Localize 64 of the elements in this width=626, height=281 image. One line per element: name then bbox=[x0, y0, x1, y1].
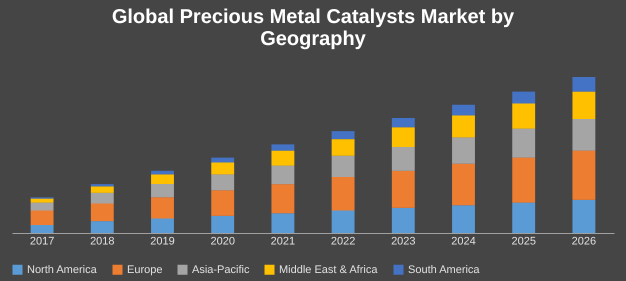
bar bbox=[211, 216, 234, 233]
bar bbox=[452, 115, 475, 138]
bar bbox=[30, 210, 54, 226]
bar bbox=[452, 164, 475, 206]
legend-label: Middle East & Africa bbox=[279, 264, 378, 276]
bar bbox=[151, 170, 174, 174]
bar bbox=[392, 170, 415, 208]
bar bbox=[392, 208, 415, 233]
bar bbox=[572, 92, 596, 119]
bar bbox=[572, 77, 596, 92]
bar bbox=[392, 147, 415, 171]
bar bbox=[211, 162, 234, 174]
x-tick-label: 2022 bbox=[330, 236, 356, 248]
bar bbox=[211, 174, 234, 190]
bar bbox=[572, 200, 596, 233]
x-tick-label: 2024 bbox=[451, 236, 476, 248]
bar bbox=[151, 184, 174, 198]
bar bbox=[211, 190, 234, 216]
bar bbox=[572, 118, 596, 151]
bar bbox=[572, 150, 596, 200]
x-tick-label: 2021 bbox=[270, 236, 296, 248]
x-tick-label: 2020 bbox=[210, 236, 235, 248]
bar bbox=[30, 202, 54, 211]
legend-label: North America bbox=[27, 264, 98, 276]
bar bbox=[392, 127, 415, 148]
bar bbox=[332, 210, 355, 233]
legend-label: Asia-Pacific bbox=[192, 264, 250, 276]
x-tick-label: 2026 bbox=[572, 236, 596, 248]
bar bbox=[512, 104, 536, 129]
bar bbox=[452, 104, 475, 116]
legend-label: South America bbox=[408, 264, 480, 276]
bar bbox=[151, 174, 174, 184]
bar bbox=[512, 92, 536, 104]
x-tick-label: 2018 bbox=[90, 236, 115, 248]
x-tick-label: 2025 bbox=[511, 236, 536, 248]
x-tick-label: 2017 bbox=[30, 236, 54, 248]
bar bbox=[512, 202, 536, 233]
bar bbox=[512, 158, 536, 203]
bar bbox=[211, 158, 234, 162]
bar bbox=[271, 150, 294, 166]
bar bbox=[452, 205, 475, 233]
bar bbox=[90, 186, 114, 193]
bar bbox=[512, 128, 536, 158]
bar bbox=[90, 192, 114, 204]
bar bbox=[90, 221, 114, 233]
bar bbox=[151, 197, 174, 218]
bar bbox=[332, 176, 355, 211]
bar bbox=[332, 156, 355, 177]
bar bbox=[392, 118, 415, 128]
bar bbox=[151, 218, 174, 233]
chart-title: Global Precious Metal Catalysts Market by Geography bbox=[112, 6, 516, 50]
x-tick-label: 2019 bbox=[150, 236, 175, 248]
bar bbox=[271, 213, 294, 233]
bar bbox=[30, 198, 54, 203]
bar bbox=[271, 144, 294, 151]
bar bbox=[452, 137, 475, 164]
bar bbox=[90, 204, 114, 222]
bar bbox=[271, 166, 294, 184]
bar bbox=[271, 184, 294, 214]
bar bbox=[30, 225, 54, 233]
x-tick-label: 2023 bbox=[391, 236, 416, 248]
bar bbox=[332, 131, 355, 140]
legend-label: Europe bbox=[127, 264, 162, 276]
bar bbox=[332, 139, 355, 156]
